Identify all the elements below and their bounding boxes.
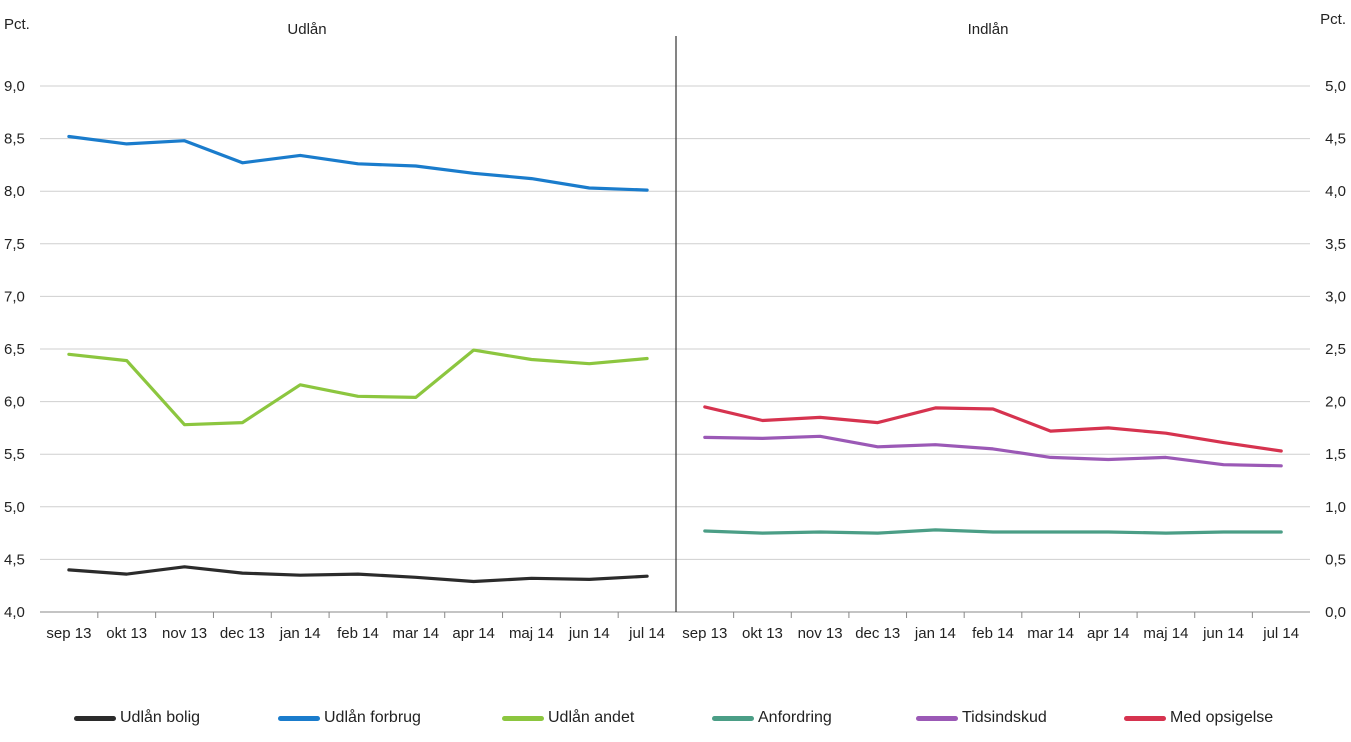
x-tick-label: apr 14	[1087, 625, 1130, 642]
legend-swatch	[502, 715, 544, 721]
x-tick-label: feb 14	[972, 625, 1014, 642]
x-tick-label: jan 14	[279, 625, 321, 642]
series-line	[67, 565, 649, 584]
y-axis-label: Pct.	[4, 16, 30, 33]
y-tick-label: 2,0	[1325, 394, 1346, 411]
x-tick-label: okt 13	[106, 625, 147, 642]
legend-item-udlan-forbrug: Udlån forbrug	[278, 705, 421, 731]
x-tick-label: apr 14	[452, 625, 495, 642]
y-tick-label: 7,5	[4, 236, 25, 253]
series-line	[67, 134, 649, 192]
legend-item-anfordring: Anfordring	[712, 705, 832, 731]
x-tick-label: sep 13	[682, 625, 727, 642]
y-axis-label: Pct.	[1320, 11, 1346, 28]
y-tick-label: 3,5	[1325, 236, 1346, 253]
y-tick-label: 6,5	[4, 341, 25, 358]
series-line	[703, 434, 1283, 468]
y-tick-label: 1,5	[1325, 446, 1346, 463]
x-tick-label: maj 14	[509, 625, 554, 642]
x-tick-label: nov 13	[162, 625, 207, 642]
legend-label: Anfordring	[758, 709, 832, 726]
y-tick-label: 1,0	[1325, 499, 1346, 516]
x-tick-label: mar 14	[392, 625, 439, 642]
x-tick-label: mar 14	[1027, 625, 1074, 642]
legend-swatch	[1124, 715, 1166, 721]
series-lines	[67, 134, 1283, 584]
y-tick-label: 5,0	[1325, 78, 1346, 95]
panel-title: Indlån	[968, 21, 1009, 38]
legend-swatch	[712, 715, 754, 721]
y-tick-label: 7,0	[4, 288, 25, 305]
y-tick-label: 3,0	[1325, 288, 1346, 305]
y-tick-label: 9,0	[4, 78, 25, 95]
x-tick-label: nov 13	[798, 625, 843, 642]
y-tick-label: 4,5	[1325, 131, 1346, 148]
y-tick-label: 5,5	[4, 446, 25, 463]
panel-title: Udlån	[287, 21, 326, 38]
legend-swatch	[916, 715, 958, 721]
legend-swatch	[74, 715, 116, 721]
x-tick-label: jan 14	[914, 625, 956, 642]
y-tick-label: 8,5	[4, 131, 25, 148]
y-tick-label: 0,0	[1325, 604, 1346, 621]
y-tick-label: 0,5	[1325, 551, 1346, 568]
x-tick-label: dec 13	[855, 625, 900, 642]
x-tick-label: okt 13	[742, 625, 783, 642]
x-tick-label: dec 13	[220, 625, 265, 642]
legend-label: Tidsindskud	[962, 709, 1047, 726]
x-tick-label: jul 14	[1262, 625, 1299, 642]
x-tick-label: feb 14	[337, 625, 379, 642]
x-tick-label: jun 14	[568, 625, 610, 642]
legend-swatch	[278, 715, 320, 721]
series-line	[703, 405, 1283, 453]
axis-labels: 4,0 4,5 5,0 5,5 6,0 6,5 7,0 7,5 8,0 8,5 9,0 Pct. Udl…	[4, 11, 1346, 642]
axes	[40, 36, 1310, 618]
legend: Udlån bolig Udlån forbrug Udlån andet An…	[0, 705, 1351, 731]
y-tick-label: 4,5	[4, 551, 25, 568]
legend-item-udlan-bolig: Udlån bolig	[74, 705, 200, 731]
legend-label: Udlån forbrug	[324, 709, 421, 726]
legend-item-med-opsigelse: Med opsigelse	[1124, 705, 1273, 731]
legend-item-tidsindskud: Tidsindskud	[916, 705, 1047, 731]
legend-label: Udlån bolig	[120, 709, 201, 726]
x-tick-label: sep 13	[46, 625, 91, 642]
x-tick-label: jun 14	[1202, 625, 1244, 642]
series-line	[703, 528, 1283, 535]
gridlines	[40, 85, 1310, 560]
y-tick-label: 2,5	[1325, 341, 1346, 358]
x-tick-label: maj 14	[1143, 625, 1188, 642]
legend-label: Med opsigelse	[1170, 709, 1274, 726]
legend-label: Udlån andet	[548, 709, 635, 726]
y-tick-label: 6,0	[4, 394, 25, 411]
y-tick-label: 8,0	[4, 183, 25, 200]
legend-item-udlan-andet: Udlån andet	[502, 705, 634, 731]
y-tick-label: 4,0	[4, 604, 25, 621]
y-tick-label: 5,0	[4, 499, 25, 516]
y-tick-label: 4,0	[1325, 183, 1346, 200]
x-tick-label: jul 14	[628, 625, 665, 642]
series-line	[67, 348, 649, 427]
